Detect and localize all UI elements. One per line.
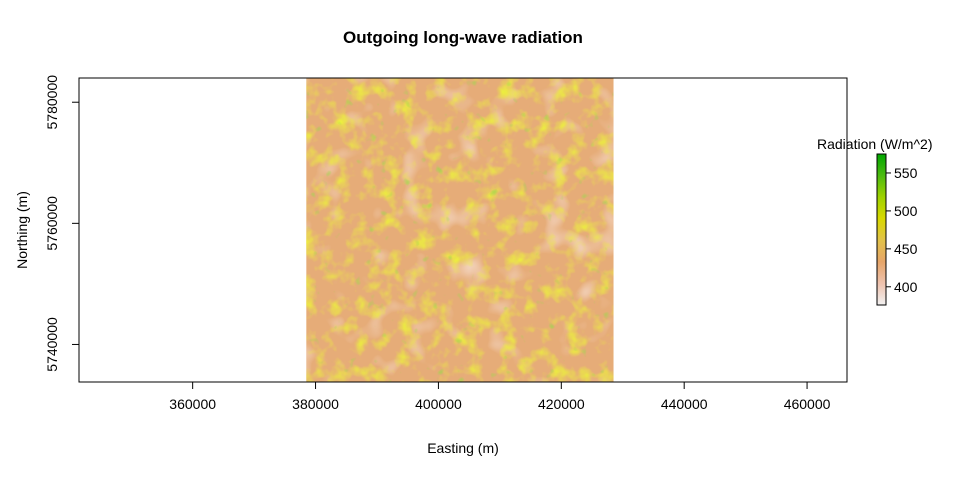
x-tick-label: 440000 [661,396,708,412]
x-tick-label: 460000 [784,396,831,412]
y-axis: 5740000 5760000 5780000 [44,75,79,372]
x-axis-label: Easting (m) [427,440,499,456]
plot-frame [78,77,848,383]
x-axis: 360000 380000 400000 420000 440000 460000 [169,382,831,412]
legend-tick-label: 400 [894,279,918,295]
legend-tick-label: 450 [894,241,918,257]
x-tick-label: 420000 [538,396,585,412]
y-tick-label: 5760000 [44,196,60,251]
color-legend: 400 450 500 550 [876,153,918,306]
x-tick-label: 400000 [415,396,462,412]
legend-tick-label: 500 [894,203,918,219]
raster-layer [306,78,614,382]
y-tick-label: 5740000 [44,317,60,372]
x-tick-label: 360000 [169,396,216,412]
y-tick-label: 5780000 [44,75,60,130]
raster-green-areas [306,78,614,382]
legend-title: Radiation (W/m^2) [817,136,933,152]
legend-colorbar [876,153,887,306]
x-tick-label: 380000 [292,396,339,412]
map-title: Outgoing long-wave radiation [343,28,583,47]
legend-tick-label: 550 [894,165,918,181]
